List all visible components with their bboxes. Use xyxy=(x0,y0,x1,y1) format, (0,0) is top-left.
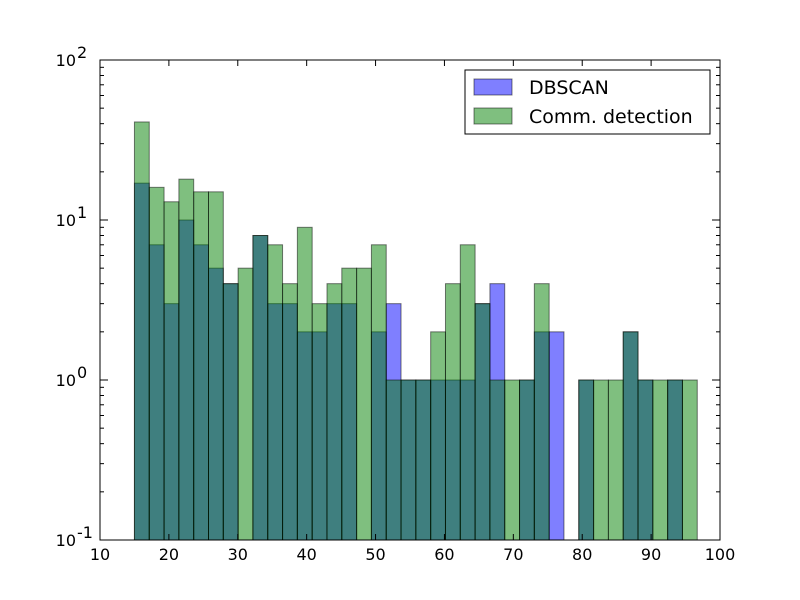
bar-comm-detection xyxy=(593,379,609,541)
x-tick-label: 90 xyxy=(641,545,661,564)
bar-comm-detection xyxy=(519,379,535,541)
bar-comm-detection xyxy=(430,331,446,541)
x-tick-label: 30 xyxy=(228,545,248,564)
legend-swatch-dbscan xyxy=(473,78,513,96)
bar-comm-detection xyxy=(400,379,417,541)
y-tick-label: 10 xyxy=(56,51,76,70)
bar-comm-detection xyxy=(607,379,624,541)
y-tick-exponent: 2 xyxy=(77,43,87,62)
bar-comm-detection xyxy=(193,191,210,541)
bar-comm-detection xyxy=(385,379,402,541)
plot-frame xyxy=(99,59,721,541)
bar-comm-detection xyxy=(637,379,654,541)
bar-comm-detection xyxy=(133,121,150,541)
legend-swatch-comm-detection xyxy=(473,107,513,125)
bar-comm-detection xyxy=(415,379,432,541)
x-tick-label: 20 xyxy=(159,545,179,564)
bar-comm-detection xyxy=(667,379,683,541)
y-tick-label: 10 xyxy=(56,531,76,550)
bar-comm-detection xyxy=(326,283,343,541)
bar-comm-detection xyxy=(370,244,387,541)
bar-comm-detection xyxy=(504,379,521,541)
bar-comm-detection xyxy=(444,283,461,541)
legend-label-comm-detection: Comm. detection xyxy=(529,106,693,128)
bar-comm-detection xyxy=(652,379,669,541)
bar-comm-detection xyxy=(296,226,313,541)
bar-comm-detection xyxy=(681,379,698,541)
bar-comm-detection xyxy=(282,283,298,541)
bar-dbscan xyxy=(548,331,565,541)
x-tick-label: 10 xyxy=(90,545,110,564)
y-tick-label: 10 xyxy=(56,371,76,390)
bar-comm-detection xyxy=(578,379,595,541)
y-tick-exponent: 0 xyxy=(77,363,87,382)
bar-comm-detection xyxy=(489,379,506,541)
bar-comm-detection xyxy=(163,201,180,541)
y-tick-exponent: 1 xyxy=(77,203,87,222)
bar-comm-detection xyxy=(237,267,254,541)
bar-comm-detection xyxy=(341,267,358,541)
bar-comm-detection xyxy=(267,244,284,541)
y-tick-exponent: -1 xyxy=(77,523,93,542)
bar-comm-detection xyxy=(178,178,195,541)
x-tick-label: 60 xyxy=(434,545,454,564)
y-tick-label: 10 xyxy=(56,211,76,230)
x-tick-label: 50 xyxy=(365,545,385,564)
x-tick-label: 100 xyxy=(705,545,736,564)
bar-comm-detection xyxy=(208,191,224,541)
bar-comm-detection xyxy=(474,303,491,541)
bar-comm-detection xyxy=(533,283,550,541)
x-tick-label: 40 xyxy=(296,545,316,564)
bar-comm-detection xyxy=(622,331,639,541)
bar-comm-detection xyxy=(356,267,372,541)
bar-comm-detection xyxy=(252,235,269,541)
bar-comm-detection xyxy=(459,244,476,541)
x-tick-label: 80 xyxy=(572,545,592,564)
legend: DBSCAN Comm. detection xyxy=(464,69,711,135)
x-tick-label: 70 xyxy=(503,545,523,564)
legend-label-dbscan: DBSCAN xyxy=(529,77,609,99)
bar-comm-detection xyxy=(311,303,328,541)
bar-comm-detection xyxy=(148,186,165,541)
bar-comm-detection xyxy=(222,283,239,541)
